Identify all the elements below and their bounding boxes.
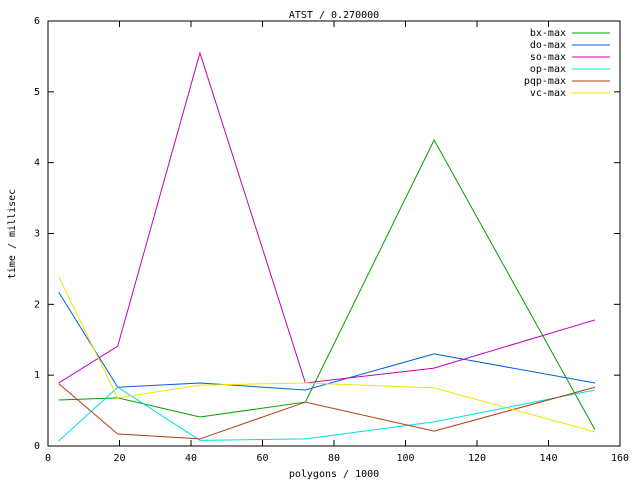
series-line	[58, 292, 596, 391]
x-tick-label: 0	[45, 453, 51, 464]
legend-label: vc-max	[530, 88, 566, 99]
x-tick-label: 80	[328, 453, 340, 464]
x-tick-label: 100	[396, 453, 414, 464]
x-axis-label: polygons / 1000	[289, 469, 379, 480]
x-tick-label: 40	[185, 453, 197, 464]
series-line	[58, 138, 596, 430]
x-tick-label: 20	[113, 453, 125, 464]
series-line	[58, 383, 596, 440]
x-tick-label: 60	[256, 453, 268, 464]
y-tick-label: 1	[34, 370, 40, 381]
legend-label: op-max	[530, 64, 566, 75]
legend-label: so-max	[530, 52, 566, 63]
legend-label: pqp-max	[524, 76, 566, 87]
chart-title: ATST / 0.270000	[289, 10, 379, 21]
legend-label: do-max	[530, 40, 566, 51]
y-tick-label: 4	[34, 158, 40, 169]
y-tick-label: 3	[34, 229, 40, 240]
legend-label: bx-max	[530, 28, 566, 39]
x-tick-label: 120	[468, 453, 486, 464]
y-tick-label: 0	[34, 441, 40, 452]
series-line	[58, 51, 596, 384]
x-tick-label: 160	[611, 453, 629, 464]
y-tick-label: 5	[34, 87, 40, 98]
y-axis-label: time / millisec	[7, 189, 18, 279]
x-tick-label: 140	[539, 453, 557, 464]
y-tick-label: 2	[34, 299, 40, 310]
series-line	[58, 276, 596, 433]
series-line	[58, 386, 596, 442]
y-tick-label: 6	[34, 16, 40, 27]
